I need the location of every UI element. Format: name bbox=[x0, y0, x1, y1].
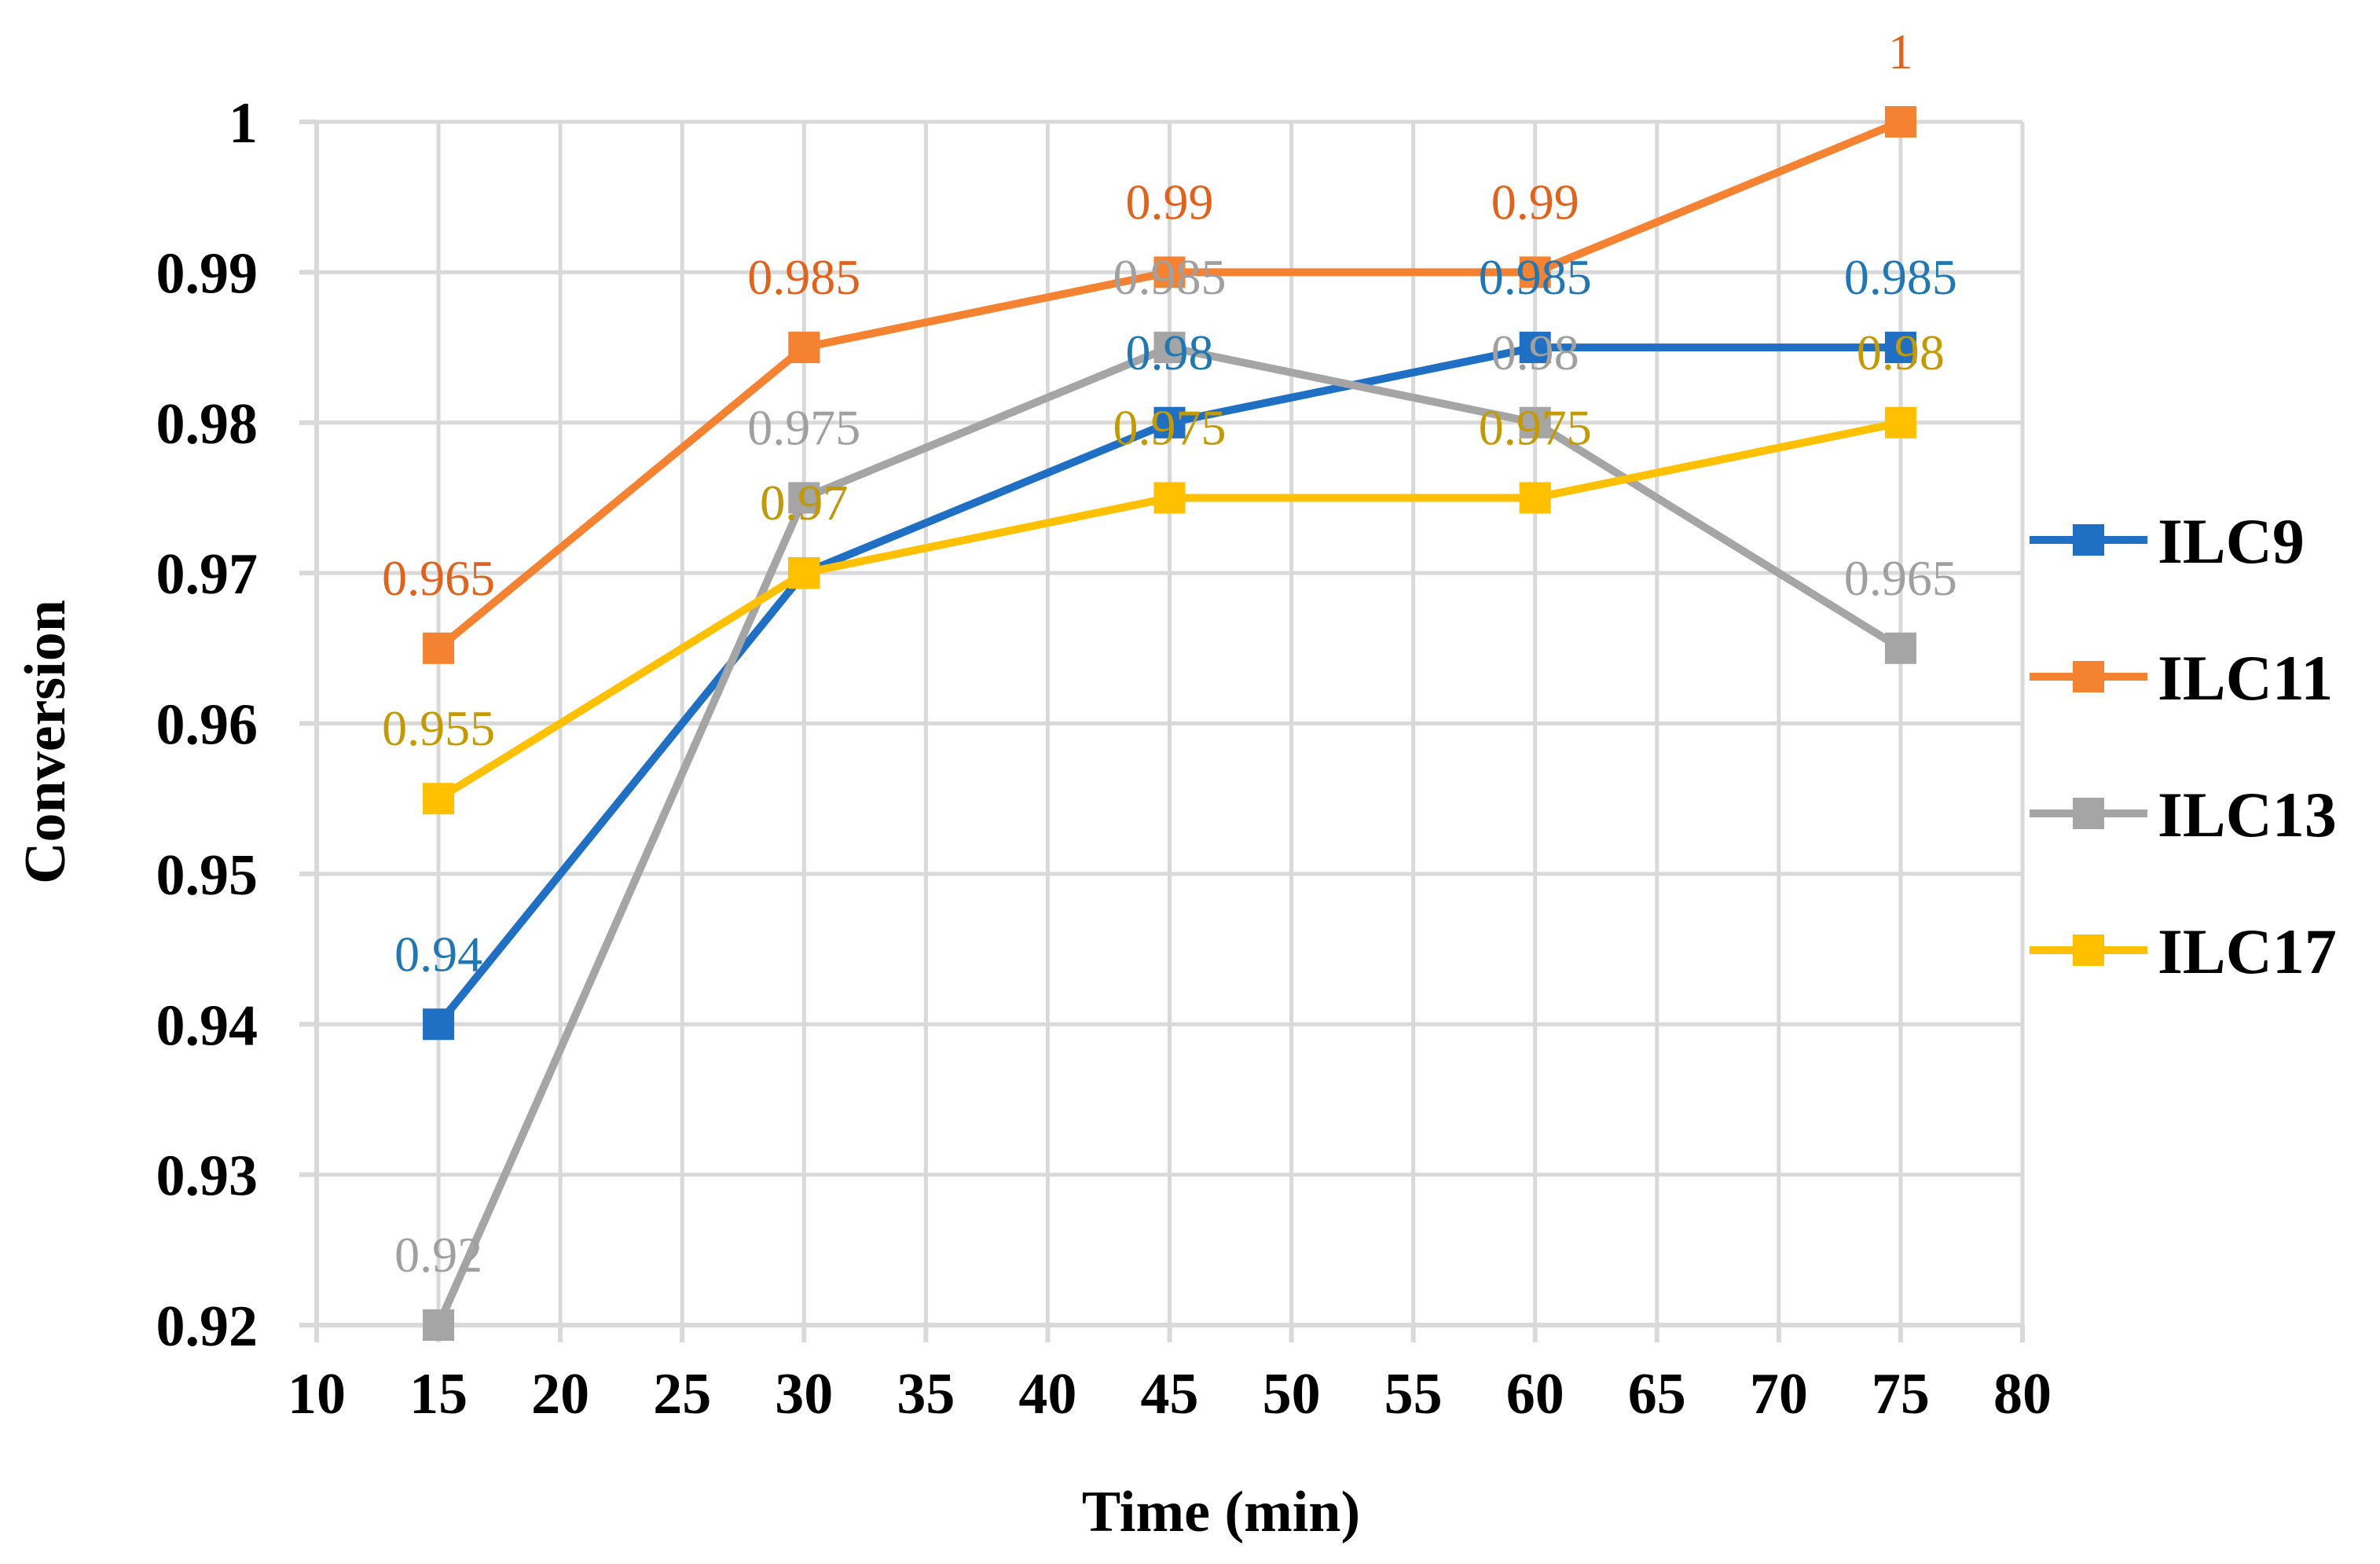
legend-item-ilc17: ILC17 bbox=[2030, 916, 2337, 987]
y-tick-label: 0.93 bbox=[156, 1144, 259, 1209]
marker-ilc13 bbox=[788, 482, 820, 514]
marker-ilc17 bbox=[1153, 482, 1186, 514]
legend-label: ILC11 bbox=[2158, 642, 2333, 714]
x-tick-label: 75 bbox=[1872, 1362, 1930, 1426]
y-tick-label: 0.99 bbox=[156, 241, 259, 306]
x-tick-label: 50 bbox=[1263, 1362, 1321, 1426]
legend-swatch-marker bbox=[2073, 661, 2104, 692]
data-label-ilc17: 0.975 bbox=[1113, 399, 1227, 455]
x-tick-label: 70 bbox=[1750, 1362, 1808, 1426]
data-label-ilc9: 0.94 bbox=[394, 926, 482, 982]
marker-ilc17 bbox=[788, 557, 820, 589]
grid bbox=[299, 119, 2025, 1342]
data-labels: 0.94 0.97 0.98 0.985 0.985 0.965 0.985 0.99 0.99… bbox=[382, 24, 1957, 1283]
marker-ilc11 bbox=[1153, 256, 1186, 288]
marker-ilc17 bbox=[1519, 482, 1551, 514]
data-label-ilc9: 0.98 bbox=[1126, 325, 1214, 380]
data-label-ilc13: 0.975 bbox=[747, 399, 860, 455]
y-axis-title: Conversion bbox=[13, 600, 78, 884]
legend: ILC9 ILC11 ILC13 ILC17 bbox=[2030, 505, 2337, 987]
legend-item-ilc13: ILC13 bbox=[2030, 779, 2337, 850]
marker-ilc11 bbox=[1884, 106, 1916, 138]
marker-ilc9 bbox=[1884, 332, 1916, 364]
x-tick-label: 80 bbox=[1993, 1362, 2052, 1426]
x-tick-label: 35 bbox=[897, 1362, 955, 1426]
x-tick-label: 25 bbox=[653, 1362, 711, 1426]
legend-swatch-marker bbox=[2073, 934, 2104, 966]
legend-swatch-marker bbox=[2073, 524, 2104, 556]
legend-label: ILC13 bbox=[2158, 779, 2337, 850]
marker-ilc13 bbox=[1153, 332, 1186, 364]
legend-label: ILC17 bbox=[2158, 916, 2337, 987]
data-label-ilc9: 0.97 bbox=[760, 475, 848, 531]
y-tick-label: 0.98 bbox=[156, 392, 259, 457]
marker-ilc17 bbox=[1884, 406, 1916, 439]
data-label-ilc17: 0.97 bbox=[760, 475, 848, 531]
data-label-ilc17: 0.98 bbox=[1857, 325, 1945, 380]
data-label-ilc11: 0.965 bbox=[382, 550, 495, 606]
marker-ilc17 bbox=[423, 783, 455, 815]
x-tick-label: 60 bbox=[1506, 1362, 1564, 1426]
x-tick-label: 20 bbox=[531, 1362, 589, 1426]
marker-ilc11 bbox=[423, 632, 455, 664]
marker-ilc11 bbox=[788, 332, 820, 364]
data-label-ilc9: 0.985 bbox=[1844, 249, 1957, 305]
x-axis-title: Time (min) bbox=[1082, 1480, 1360, 1544]
x-tick-label: 65 bbox=[1628, 1362, 1686, 1426]
marker-ilc13 bbox=[1884, 632, 1916, 664]
data-label-ilc11: 0.985 bbox=[747, 249, 860, 305]
x-tick-label: 10 bbox=[288, 1362, 346, 1426]
data-label-ilc9: 0.985 bbox=[1479, 249, 1592, 305]
x-tick-label: 45 bbox=[1141, 1362, 1199, 1426]
marker-ilc9 bbox=[423, 1008, 455, 1041]
data-label-ilc13: 0.985 bbox=[1113, 249, 1227, 305]
series-lines bbox=[423, 106, 1916, 1341]
marker-ilc11 bbox=[1519, 256, 1551, 288]
marker-ilc13 bbox=[1519, 406, 1551, 439]
y-tick-label: 0.96 bbox=[156, 693, 259, 758]
x-axis-ticks: 10 15 20 25 30 35 40 45 50 55 60 65 70 75 80 bbox=[288, 1362, 2052, 1426]
data-label-ilc11: 0.99 bbox=[1491, 174, 1579, 229]
y-tick-label: 1 bbox=[229, 91, 258, 156]
data-label-ilc17: 0.975 bbox=[1479, 399, 1592, 455]
marker-ilc13 bbox=[423, 1309, 455, 1341]
data-label-ilc11: 0.99 bbox=[1126, 174, 1214, 229]
x-tick-label: 55 bbox=[1384, 1362, 1443, 1426]
legend-swatch-marker bbox=[2073, 798, 2104, 829]
data-label-ilc13: 0.92 bbox=[394, 1227, 482, 1283]
x-tick-label: 15 bbox=[409, 1362, 468, 1426]
data-label-ilc11: 1 bbox=[1888, 24, 1913, 79]
marker-ilc9 bbox=[1153, 406, 1186, 439]
legend-item-ilc9: ILC9 bbox=[2030, 505, 2305, 577]
y-axis-ticks: 0.92 0.93 0.94 0.95 0.96 0.97 0.98 0.99 1 bbox=[156, 91, 259, 1359]
y-tick-label: 0.95 bbox=[156, 843, 259, 908]
legend-item-ilc11: ILC11 bbox=[2030, 642, 2333, 714]
x-tick-label: 30 bbox=[775, 1362, 833, 1426]
y-tick-label: 0.97 bbox=[156, 542, 259, 607]
marker-ilc9 bbox=[1519, 332, 1551, 364]
y-tick-label: 0.92 bbox=[156, 1294, 259, 1359]
x-tick-label: 40 bbox=[1018, 1362, 1076, 1426]
data-label-ilc17: 0.955 bbox=[382, 700, 495, 756]
y-tick-label: 0.94 bbox=[156, 993, 259, 1058]
data-label-ilc13: 0.98 bbox=[1491, 325, 1579, 380]
data-label-ilc13: 0.965 bbox=[1844, 550, 1957, 606]
legend-label: ILC9 bbox=[2158, 505, 2305, 577]
